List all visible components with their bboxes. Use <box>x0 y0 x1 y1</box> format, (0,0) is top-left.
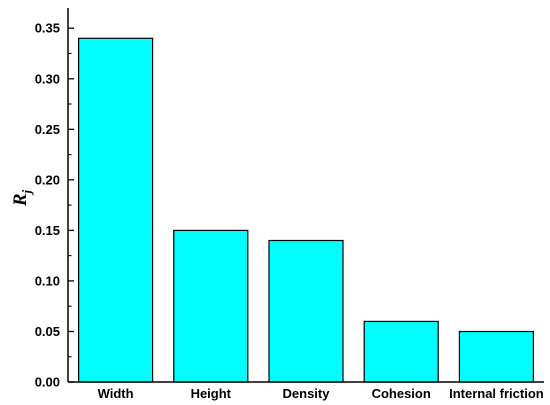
x-tick-label: Height <box>191 386 232 401</box>
plot-area: Width Height Density Cohesion Internal frict… <box>35 8 544 401</box>
x-tick-label: Cohesion <box>372 386 431 401</box>
y-tick-label: 0.20 <box>35 172 60 187</box>
y-tick-label: 0.10 <box>35 273 60 288</box>
y-tick-label: 0.00 <box>35 375 60 390</box>
bar-density <box>268 239 344 383</box>
y-tick-label: 0.25 <box>35 122 60 137</box>
x-tick-label: Density <box>283 386 331 401</box>
y-tick-label: 0.35 <box>35 21 60 36</box>
y-tick-label: 0.15 <box>35 223 60 238</box>
bar-cohesion <box>363 320 439 383</box>
y-axis-label: Rj <box>10 189 34 207</box>
x-tick-label: Width <box>98 386 134 401</box>
x-tick-label: Internal friction <box>449 386 544 401</box>
bar-internal-friction <box>458 330 534 383</box>
y-tick-label: 0.05 <box>35 324 60 339</box>
bar-width <box>77 37 154 383</box>
bar-height <box>173 229 249 383</box>
y-tick-label: 0.30 <box>35 71 60 86</box>
